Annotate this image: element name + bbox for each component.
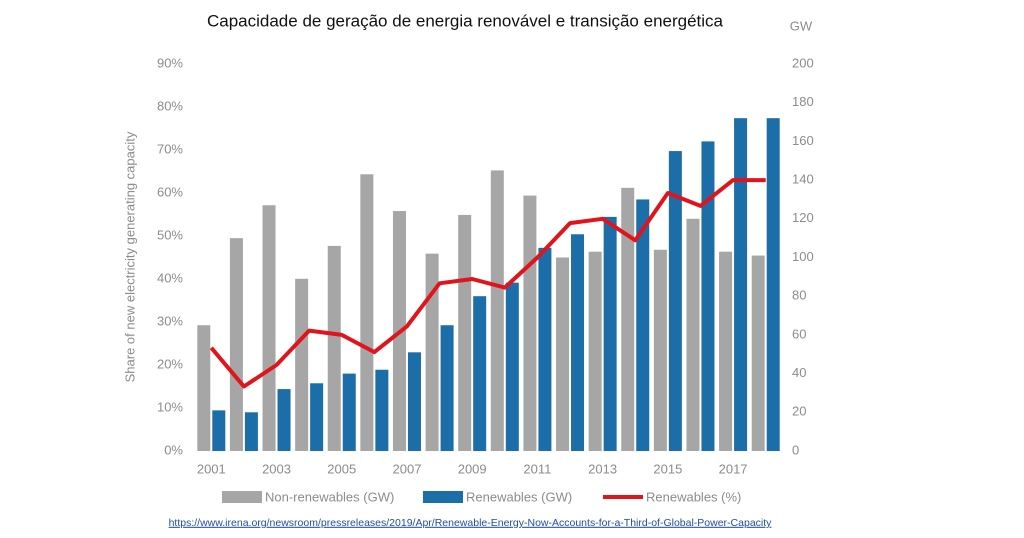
bar — [701, 141, 715, 451]
legend-label: Non-renewables (GW) — [265, 489, 394, 504]
bar — [490, 170, 504, 452]
y2-tick-label: 140 — [792, 172, 814, 187]
bar — [505, 282, 519, 451]
y2-tick-label: 0 — [792, 442, 799, 457]
bar — [621, 187, 635, 451]
bar — [766, 118, 780, 452]
y2-tick-label: 80 — [792, 288, 806, 303]
bar — [458, 214, 472, 451]
x-tick-label: 2005 — [327, 461, 356, 476]
bar — [523, 195, 537, 451]
bar — [197, 325, 211, 451]
y-tick-label: 60% — [157, 184, 183, 199]
x-tick-label: 2013 — [588, 461, 617, 476]
bar — [277, 389, 291, 451]
bar — [588, 251, 602, 451]
source-link[interactable]: https://www.irena.org/newsroom/pressrele… — [169, 517, 773, 529]
legend-swatch — [423, 491, 463, 503]
y-tick-label: 40% — [157, 270, 183, 285]
x-tick-label: 2017 — [719, 461, 748, 476]
bar — [360, 174, 374, 452]
y2-axis-label: GW — [790, 18, 813, 33]
y2-tick-label: 100 — [792, 249, 814, 264]
bar — [244, 412, 258, 451]
x-tick-label: 2009 — [458, 461, 487, 476]
bar — [310, 383, 324, 451]
bar — [686, 218, 700, 451]
bar — [440, 325, 454, 451]
bar — [603, 216, 617, 451]
bar — [327, 245, 341, 451]
x-tick-label: 2007 — [393, 461, 422, 476]
y2-tick-label: 180 — [792, 94, 814, 109]
bar — [375, 369, 389, 451]
x-tick-label: 2011 — [523, 461, 551, 476]
y2-tick-label: 200 — [792, 55, 814, 70]
y2-tick-label: 20 — [792, 404, 806, 419]
bar — [212, 410, 226, 451]
y2-tick-label: 40 — [792, 365, 806, 380]
x-tick-label: 2015 — [653, 461, 682, 476]
bar — [295, 278, 309, 451]
bar — [751, 255, 765, 451]
bar — [556, 257, 570, 451]
y-tick-label: 90% — [157, 55, 183, 70]
bar — [734, 118, 748, 452]
bar — [668, 151, 682, 451]
bar — [538, 247, 552, 451]
y2-tick-label: 60 — [792, 326, 806, 341]
y-tick-label: 50% — [157, 227, 183, 242]
y2-tick-label: 160 — [792, 133, 814, 148]
bar — [425, 253, 439, 451]
bar — [571, 234, 585, 451]
y-tick-label: 80% — [157, 98, 183, 113]
bar — [262, 205, 276, 451]
bar — [636, 199, 650, 451]
bar — [653, 249, 667, 451]
legend-label: Renewables (GW) — [466, 489, 572, 504]
y-tick-label: 70% — [157, 141, 183, 156]
y-tick-label: 30% — [157, 313, 183, 328]
y-tick-label: 0% — [164, 442, 183, 457]
x-tick-label: 2001 — [197, 461, 226, 476]
line — [209, 178, 766, 389]
chart-title: Capacidade de geração de energia renováv… — [207, 11, 724, 30]
legend-swatch — [222, 491, 262, 503]
legend-label: Renewables (%) — [646, 489, 741, 504]
y-tick-label: 10% — [157, 399, 183, 414]
bar — [407, 352, 421, 451]
bar — [719, 251, 733, 451]
y-tick-label: 20% — [157, 356, 183, 371]
bar — [342, 373, 356, 451]
x-tick-label: 2003 — [262, 461, 291, 476]
bar — [473, 296, 487, 451]
y2-tick-label: 120 — [792, 210, 814, 225]
y-axis-label: Share of new electricity generating capa… — [122, 131, 137, 382]
bar — [229, 238, 243, 451]
